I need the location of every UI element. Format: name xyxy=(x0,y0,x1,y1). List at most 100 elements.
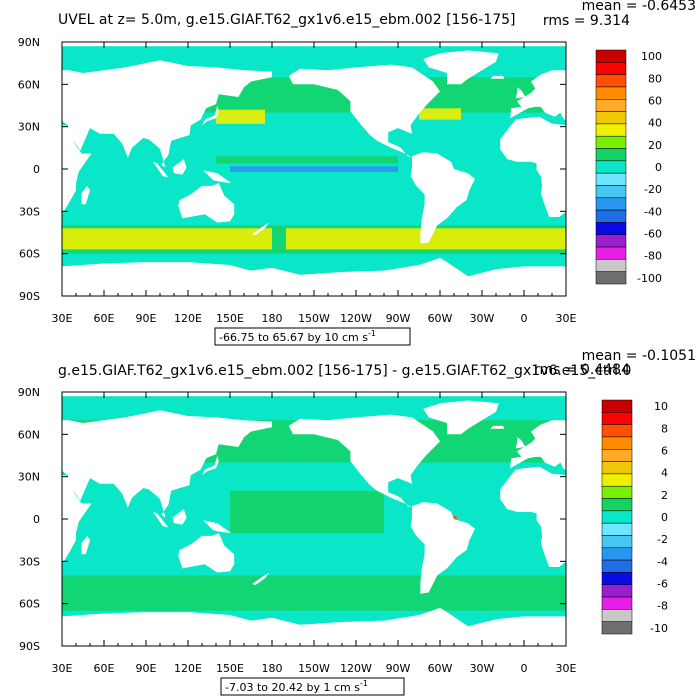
range-label-text: -7.03 to 20.42 by 1 cm s-1 xyxy=(225,679,368,694)
y-tick-label: 60S xyxy=(19,248,40,261)
land-madagascar xyxy=(81,535,90,555)
colorbar-label: 6 xyxy=(661,444,668,457)
feature-southern-ocean-jet xyxy=(62,228,272,250)
colorbar-label: 100 xyxy=(641,50,662,63)
land-africa xyxy=(500,466,566,567)
colorbar-label: 4 xyxy=(661,467,668,480)
x-tick-label: 30E xyxy=(556,662,577,675)
colorbar-swatch xyxy=(595,74,627,88)
land-madagascar xyxy=(81,185,90,205)
x-tick-label: 120E xyxy=(174,312,202,325)
feature-gulf-stream xyxy=(419,108,461,120)
x-tick-label: 150W xyxy=(298,662,330,675)
land-australia xyxy=(682,533,700,573)
mean-stat: mean = -0.1051 xyxy=(582,348,696,364)
land-south-america xyxy=(410,152,475,244)
land-madagascar xyxy=(586,186,594,204)
colorbar-swatch xyxy=(601,596,633,610)
x-tick-label: 0 xyxy=(521,662,528,675)
land-iceland xyxy=(490,425,505,429)
x-tick-label: 60W xyxy=(428,662,453,675)
colorbar-swatch xyxy=(601,436,633,450)
land-south-america xyxy=(410,502,475,594)
colorbar-swatch xyxy=(601,473,633,487)
y-tick-label: 30S xyxy=(19,205,40,218)
colorbar-swatch xyxy=(601,522,633,536)
land-japan xyxy=(202,455,219,476)
colorbar-label: -8 xyxy=(657,600,668,613)
colorbar-swatch xyxy=(601,621,633,635)
x-tick-label: 90E xyxy=(136,312,157,325)
colorbar-label: -2 xyxy=(657,533,668,546)
colorbar-swatch xyxy=(601,449,633,462)
colorbar-swatch xyxy=(601,609,633,622)
land-eurasia xyxy=(510,420,566,471)
y-tick-label: 30N xyxy=(18,121,40,134)
x-tick-label: 60W xyxy=(428,312,453,325)
land-new-guinea xyxy=(203,170,232,184)
y-tick-label: 90N xyxy=(18,386,40,399)
land-north-america xyxy=(288,64,440,158)
x-tick-label: 120E xyxy=(174,662,202,675)
colorbar-label: 60 xyxy=(648,94,662,107)
feature-amazon-outflow xyxy=(451,516,457,521)
x-tick-label: 30E xyxy=(556,312,577,325)
colorbar-label: 40 xyxy=(648,117,662,130)
x-tick-label: 150W xyxy=(298,312,330,325)
land-new-zealand xyxy=(252,222,270,236)
colorbar-swatch xyxy=(601,535,633,549)
land-greenland xyxy=(423,400,499,435)
colorbar-swatch xyxy=(601,498,633,512)
colorbar-swatch xyxy=(595,160,627,174)
feature-equatorial-undercurrent xyxy=(230,166,398,172)
colorbar-label: -60 xyxy=(644,228,662,241)
land-africa xyxy=(500,116,566,217)
land-borneo xyxy=(172,159,187,175)
land-borneo xyxy=(677,159,691,175)
land-australia xyxy=(178,533,235,573)
colorbar-swatch xyxy=(595,172,627,186)
colorbar-swatch xyxy=(601,572,633,585)
y-tick-label: 0 xyxy=(33,513,40,526)
land-sumatra xyxy=(153,161,169,178)
colorbar-label: -40 xyxy=(644,205,662,218)
range-label-sup: -1 xyxy=(368,329,376,338)
colorbar-swatch xyxy=(595,49,627,63)
land-australia xyxy=(178,183,235,223)
land-iceland xyxy=(490,75,505,79)
x-tick-label: 90W xyxy=(386,662,411,675)
x-tick-label: 30E xyxy=(52,312,73,325)
x-tick-label: 0 xyxy=(521,312,528,325)
x-tick-label: 180 xyxy=(262,312,283,325)
land-japan xyxy=(202,105,219,126)
land-borneo xyxy=(172,509,187,525)
colorbar-swatch xyxy=(601,461,633,475)
colorbar: 100 80 60 40 20 0 -20 -40 -60 -80 -100 xyxy=(595,49,662,285)
colorbar-label: 0 xyxy=(655,161,662,174)
x-tick-label: 150E xyxy=(216,662,244,675)
land-madagascar xyxy=(586,536,594,554)
colorbar-label: 20 xyxy=(648,139,662,152)
land-borneo xyxy=(677,509,691,524)
rms-stat: rms = 9.314 xyxy=(543,13,630,29)
feature-kuroshio-extension xyxy=(216,109,265,124)
x-tick-label: 90E xyxy=(136,662,157,675)
land-africa xyxy=(62,474,92,562)
panel-top: UVEL at z= 5.0m, g.e15.GIAF.T62_gx1v6.e1… xyxy=(18,0,696,346)
colorbar-swatch xyxy=(601,485,633,499)
land-eurasia xyxy=(62,60,272,168)
colorbar-swatch xyxy=(601,584,633,598)
colorbar-label: 2 xyxy=(661,489,668,502)
rms-stat: rms = 0.4484 xyxy=(534,362,630,378)
land-eurasia xyxy=(510,70,566,121)
colorbar-swatch xyxy=(595,209,627,223)
colorbar-swatch xyxy=(595,111,627,125)
range-label-box xyxy=(214,327,411,346)
land-new-zealand xyxy=(252,572,270,586)
colorbar-swatch xyxy=(601,399,633,413)
colorbar-swatch xyxy=(601,424,633,438)
range-label: -7.03 to 20.42 by 1 cm s-1 xyxy=(220,677,405,696)
colorbar-swatch xyxy=(595,271,627,285)
mean-stat: mean = -0.6453 xyxy=(582,0,696,14)
